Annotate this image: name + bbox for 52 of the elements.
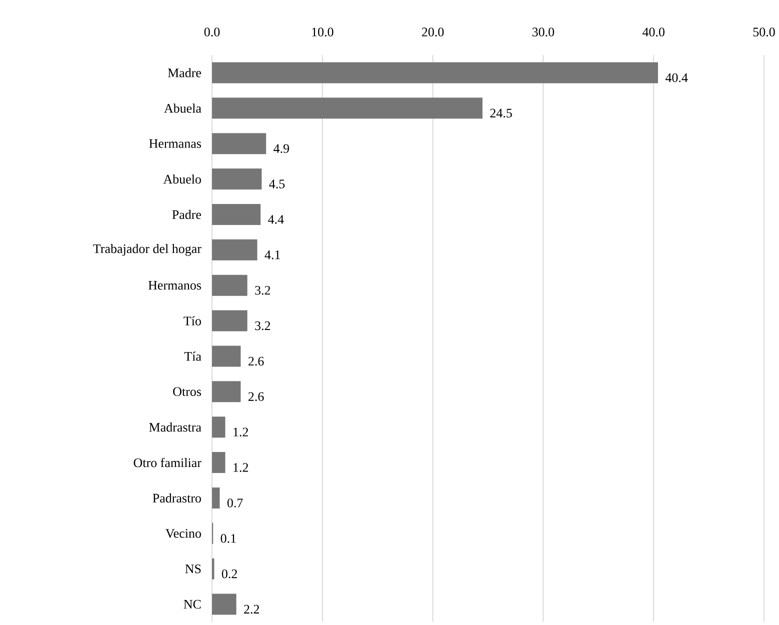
data-label: 40.4 [665, 73, 688, 82]
x-tick-label: 20.0 [422, 28, 444, 36]
y-tick-label: NS [185, 564, 201, 574]
data-label: 4.1 [264, 250, 280, 260]
y-tick-label: Madrastra [149, 422, 202, 432]
x-tick-label: 50.0 [753, 28, 775, 36]
y-tick-label: NC [184, 600, 201, 609]
data-label: 3.2 [255, 286, 270, 295]
bar [212, 416, 226, 438]
data-label: 2.6 [248, 356, 264, 366]
bar [212, 98, 482, 119]
y-tick-label: Otro familiar [134, 458, 202, 468]
data-label: 4.4 [268, 215, 284, 224]
data-label: 4.9 [274, 144, 290, 153]
bar [212, 133, 266, 154]
x-tick-label: 30.0 [532, 28, 554, 36]
y-tick-label: Tía [184, 352, 202, 361]
y-tick-label: Abuela [164, 104, 202, 113]
x-tick-label: 40.0 [642, 28, 664, 36]
bar [212, 381, 241, 402]
data-label: 0.7 [227, 498, 243, 508]
data-label: 2.2 [244, 604, 260, 614]
bar [212, 274, 248, 296]
data-label: 1.2 [234, 428, 248, 436]
bar [212, 346, 241, 367]
bar [212, 239, 258, 260]
bar [212, 62, 658, 84]
data-label: 4.5 [269, 180, 285, 188]
y-tick-label: Abuelo [163, 174, 201, 184]
bar [212, 310, 248, 332]
data-label: 1.2 [234, 463, 248, 472]
bar [212, 168, 262, 190]
y-tick-label: Padrastro [152, 493, 201, 503]
data-label: 0.1 [220, 534, 236, 543]
data-label: 3.2 [255, 321, 270, 330]
y-tick-label: Madre [168, 68, 202, 78]
bar [212, 204, 261, 225]
y-tick-label: Hermanas [149, 139, 202, 148]
data-label: 0.2 [222, 569, 237, 578]
x-tick-label: 0.0 [204, 28, 220, 36]
y-tick-label: Hermanos [148, 281, 202, 290]
y-tick-label: Otros [173, 387, 202, 396]
y-tick-label: Trabajador del hogar [93, 244, 202, 256]
y-tick-label: Padre [172, 210, 202, 220]
data-label: 2.6 [248, 392, 264, 402]
y-tick-label: Vecino [166, 529, 201, 538]
x-tick-label: 10.0 [312, 28, 334, 36]
y-tick-label: Tío [184, 316, 201, 326]
bar [212, 487, 220, 508]
bar [212, 452, 226, 474]
data-label: 24.5 [490, 108, 512, 118]
bar [212, 594, 236, 615]
